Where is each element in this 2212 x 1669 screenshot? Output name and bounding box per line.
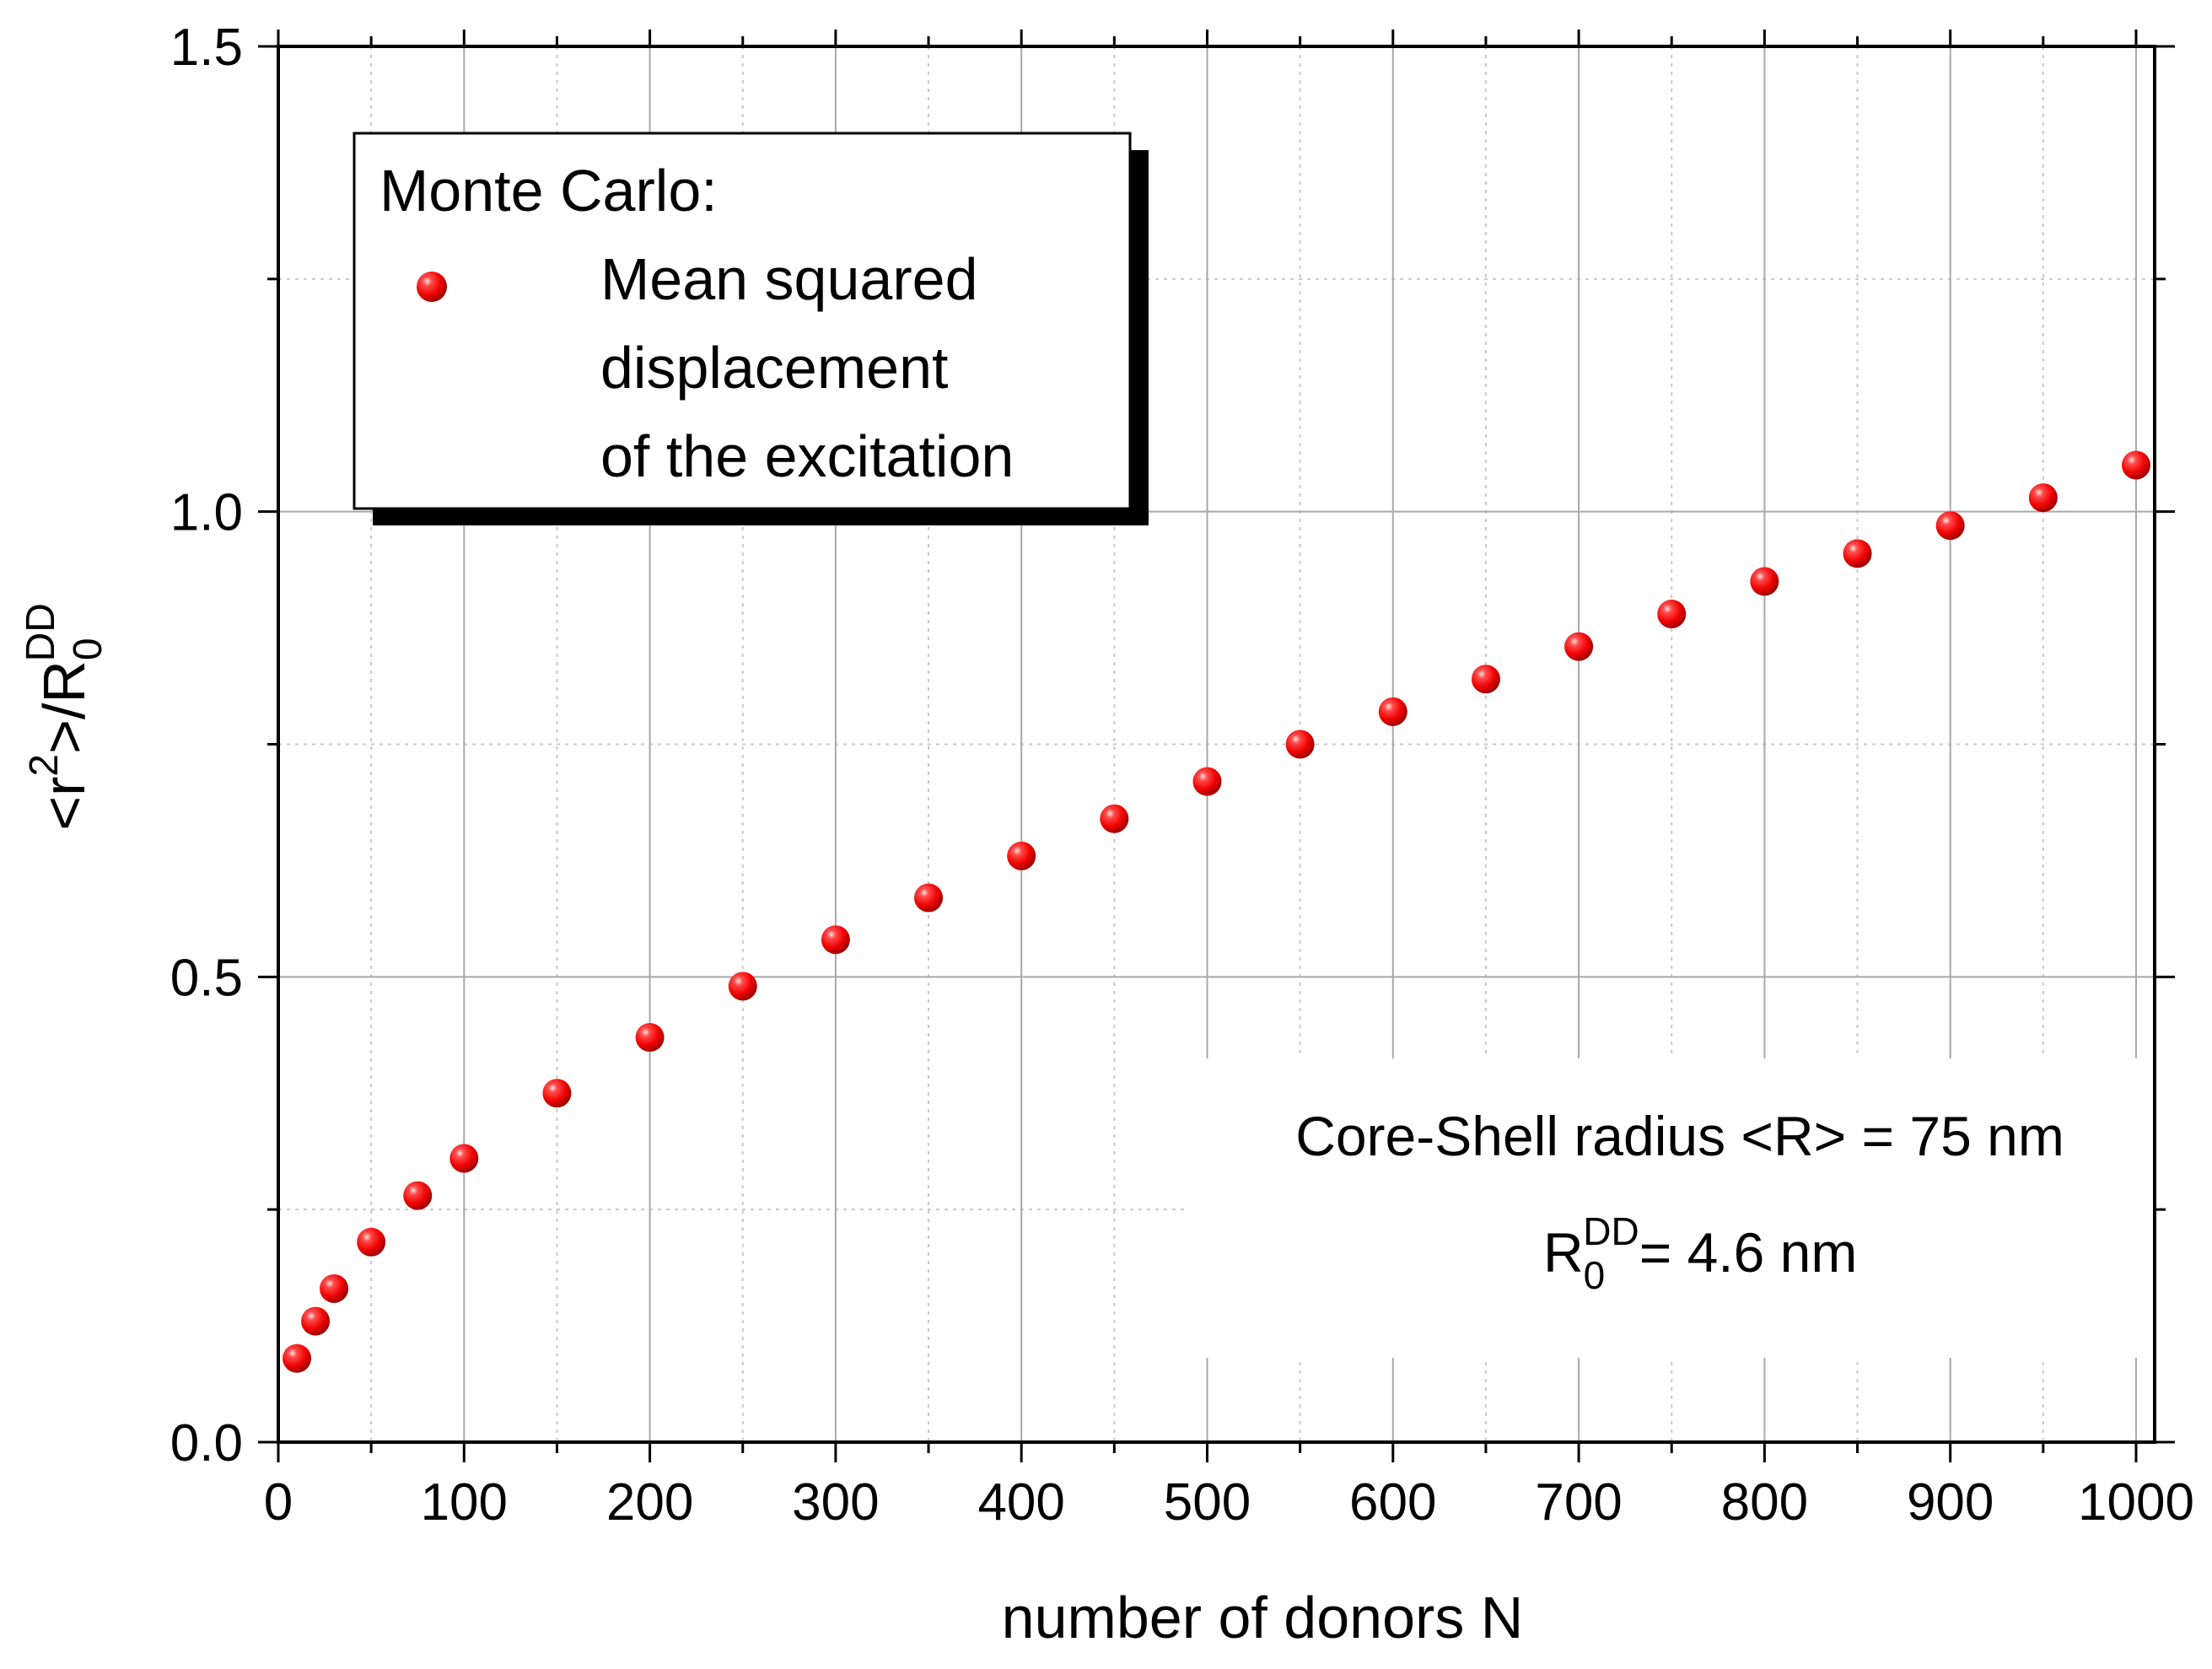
- y-axis-title: <r2>/R0DD: [19, 603, 110, 831]
- annotation-r0dd-main: R: [1543, 1221, 1584, 1284]
- data-point: [2028, 483, 2058, 513]
- y-axis-title-sub: 0: [66, 638, 110, 660]
- annotation-background: [1185, 1058, 2155, 1358]
- annotation-r0dd-sub: 0: [1584, 1253, 1606, 1297]
- data-point: [635, 1023, 665, 1053]
- data-point: [1471, 665, 1500, 694]
- x-tick-label: 400: [977, 1473, 1064, 1532]
- annotation-box: Core-Shell radius <R> = 75 nm R0DD= 4.6 …: [1185, 1058, 2155, 1358]
- legend-box: [353, 132, 1132, 510]
- annotation-r0dd: R0DD= 4.6 nm: [1543, 1209, 1857, 1297]
- x-tick-label: 300: [792, 1473, 879, 1532]
- data-point: [2121, 450, 2150, 480]
- data-point: [1192, 767, 1222, 796]
- data-point: [1843, 539, 1872, 568]
- y-axis-title-sup1: 2: [22, 754, 67, 777]
- y-axis-title-sup2: DD: [19, 603, 63, 661]
- axes: 0 100 200 300 400 500 600 700 800 900 1000 0.0 0.5 1.…: [170, 19, 2194, 1532]
- annotation-r0dd-sup: DD: [1583, 1209, 1639, 1253]
- data-point: [1750, 567, 1779, 596]
- y-axis-title-main: <r: [31, 777, 97, 831]
- legend: Monte Carlo: Mean squared displacement o…: [353, 132, 1149, 525]
- annotation-r0dd-rest: = 4.6 nm: [1639, 1221, 1858, 1284]
- x-tick-label: 600: [1349, 1473, 1436, 1532]
- y-tick-label: 1.5: [170, 19, 243, 77]
- x-tick-label: 100: [421, 1473, 508, 1532]
- x-tick-label: 700: [1535, 1473, 1622, 1532]
- data-point: [1100, 804, 1129, 833]
- x-tick-label: 1000: [2078, 1473, 2194, 1532]
- data-point: [1657, 600, 1687, 629]
- legend-marker: [417, 272, 447, 302]
- x-tick-label: 800: [1721, 1473, 1808, 1532]
- x-tick-label: 500: [1164, 1473, 1251, 1532]
- y-tick-label: 1.0: [170, 484, 243, 542]
- y-tick-label: 0.5: [170, 949, 243, 1007]
- legend-label-line-3: of the excitation: [600, 423, 1014, 489]
- data-point: [301, 1306, 331, 1336]
- data-point: [357, 1227, 386, 1257]
- legend-label-line-1: Mean squared: [600, 246, 978, 312]
- data-point: [542, 1079, 572, 1108]
- data-point: [283, 1343, 312, 1373]
- data-point: [1378, 697, 1407, 726]
- x-axis-title: number of donors N: [1002, 1585, 1524, 1650]
- data-point: [914, 883, 944, 913]
- y-tick-label: 0.0: [170, 1414, 243, 1472]
- x-tick-label: 200: [606, 1473, 693, 1532]
- data-point: [1564, 632, 1594, 661]
- x-tick-label: 900: [1907, 1473, 1994, 1532]
- data-point: [1935, 511, 1965, 541]
- data-point: [320, 1273, 349, 1303]
- legend-label-line-2: displacement: [600, 335, 948, 401]
- data-point: [449, 1144, 479, 1173]
- legend-title: Monte Carlo:: [379, 158, 718, 223]
- data-point: [728, 972, 757, 1001]
- annotation-radius: Core-Shell radius <R> = 75 nm: [1295, 1105, 2064, 1167]
- x-tick-label: 0: [264, 1473, 293, 1532]
- data-point: [1285, 730, 1315, 759]
- data-points: [283, 450, 2150, 1373]
- y-axis-title-mid: >/R: [31, 660, 97, 754]
- data-point: [1007, 841, 1036, 870]
- data-point: [821, 925, 850, 955]
- data-point: [403, 1181, 433, 1210]
